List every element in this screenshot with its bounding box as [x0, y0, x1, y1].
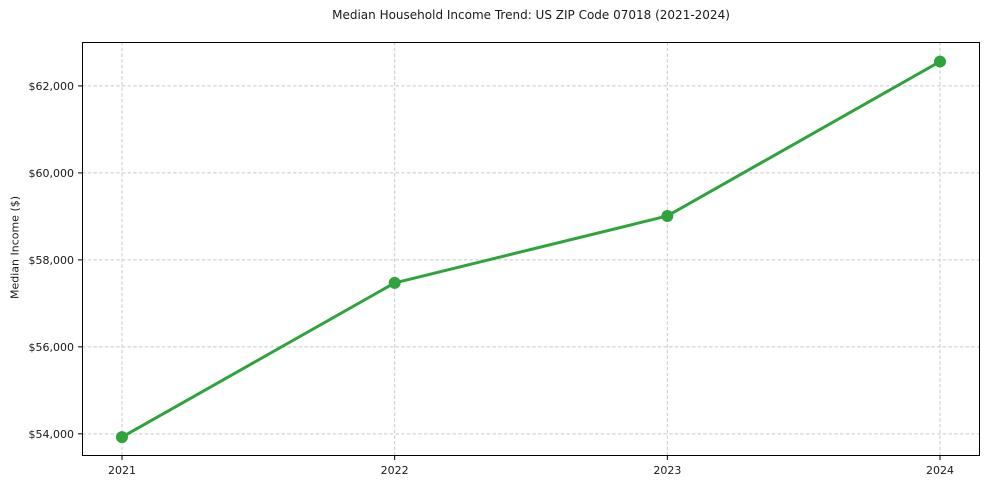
data-point-marker	[661, 209, 674, 222]
y-tick-label: $54,000	[29, 428, 75, 441]
y-tick-label: $58,000	[29, 254, 75, 267]
y-tick-label: $56,000	[29, 341, 75, 354]
x-tick-label: 2021	[108, 464, 136, 477]
data-point-marker	[388, 276, 401, 289]
y-tick-label: $62,000	[29, 80, 75, 93]
data-point-marker	[934, 55, 946, 68]
x-tick-label: 2023	[653, 464, 681, 477]
trend-line	[120, 60, 942, 439]
data-point-marker	[116, 431, 128, 444]
chart-title: Median Household Income Trend: US ZIP Co…	[332, 8, 730, 22]
axes-frame	[82, 42, 980, 456]
y-tick-label: $60,000	[29, 167, 75, 180]
x-tick-label: 2024	[926, 464, 954, 477]
x-tick-label: 2022	[381, 464, 409, 477]
